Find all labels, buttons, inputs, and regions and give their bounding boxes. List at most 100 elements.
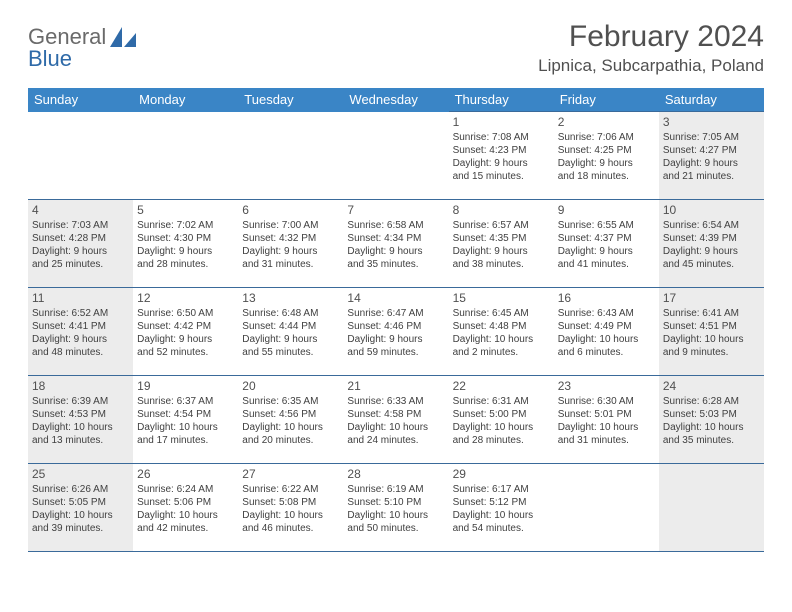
day-detail: Sunrise: 7:08 AMSunset: 4:23 PMDaylight:…: [453, 131, 550, 183]
day-detail: Sunrise: 6:19 AMSunset: 5:10 PMDaylight:…: [347, 483, 444, 535]
weekday-header: Tuesday: [238, 88, 343, 112]
calendar-day-cell: 25 Sunrise: 6:26 AMSunset: 5:05 PMDayligh…: [28, 464, 133, 552]
calendar-day-cell: 3Sunrise: 7:05 AMSunset: 4:27 PMDaylight…: [659, 112, 764, 200]
day-number: 22: [453, 379, 550, 393]
calendar-day-cell: [659, 464, 764, 552]
calendar-day-cell: [554, 464, 659, 552]
day-number: 26: [137, 467, 234, 481]
day-detail: Sunrise: 6:47 AMSunset: 4:46 PMDaylight:…: [347, 307, 444, 359]
day-detail: Sunrise: 6:54 AMSunset: 4:39 PMDaylight:…: [663, 219, 760, 271]
weekday-header: Wednesday: [343, 88, 448, 112]
day-number: 19: [137, 379, 234, 393]
day-detail: Sunrise: 6:48 AMSunset: 4:44 PMDaylight:…: [242, 307, 339, 359]
day-number: 13: [242, 291, 339, 305]
day-detail: Sunrise: 6:41 AMSunset: 4:51 PMDaylight:…: [663, 307, 760, 359]
day-number: 3: [663, 115, 760, 129]
day-detail: Sunrise: 6:30 AMSunset: 5:01 PMDaylight:…: [558, 395, 655, 447]
day-detail: Sunrise: 6:37 AMSunset: 4:54 PMDaylight:…: [137, 395, 234, 447]
day-detail: Sunrise: 7:00 AMSunset: 4:32 PMDaylight:…: [242, 219, 339, 271]
day-number: 10: [663, 203, 760, 217]
title-block: February 2024 Lipnica, Subcarpathia, Pol…: [538, 20, 764, 76]
calendar-day-cell: 24Sunrise: 6:28 AMSunset: 5:03 PMDayligh…: [659, 376, 764, 464]
day-number: 9: [558, 203, 655, 217]
calendar-day-cell: 12 Sunrise: 6:50 AMSunset: 4:42 PMDayligh…: [133, 288, 238, 376]
day-number: 29: [453, 467, 550, 481]
calendar-day-cell: 27 Sunrise: 6:22 AMSunset: 5:08 PMDayligh…: [238, 464, 343, 552]
calendar-day-cell: 1Sunrise: 7:08 AMSunset: 4:23 PMDaylight…: [449, 112, 554, 200]
calendar-week-row: 1Sunrise: 7:08 AMSunset: 4:23 PMDaylight…: [28, 112, 764, 200]
calendar-day-cell: 19 Sunrise: 6:37 AMSunset: 4:54 PMDayligh…: [133, 376, 238, 464]
day-number: 12: [137, 291, 234, 305]
calendar-day-cell: 9 Sunrise: 6:55 AMSunset: 4:37 PMDaylight…: [554, 200, 659, 288]
calendar-day-cell: [238, 112, 343, 200]
day-detail: Sunrise: 6:22 AMSunset: 5:08 PMDaylight:…: [242, 483, 339, 535]
calendar-table: SundayMondayTuesdayWednesdayThursdayFrid…: [28, 88, 764, 552]
location: Lipnica, Subcarpathia, Poland: [538, 56, 764, 76]
header: General February 2024 Lipnica, Subcarpat…: [28, 20, 764, 76]
calendar-day-cell: 29 Sunrise: 6:17 AMSunset: 5:12 PMDayligh…: [449, 464, 554, 552]
calendar-day-cell: [28, 112, 133, 200]
day-detail: Sunrise: 6:58 AMSunset: 4:34 PMDaylight:…: [347, 219, 444, 271]
calendar-day-cell: 10 Sunrise: 6:54 AMSunset: 4:39 PMDayligh…: [659, 200, 764, 288]
day-number: 20: [242, 379, 339, 393]
day-detail: Sunrise: 6:33 AMSunset: 4:58 PMDaylight:…: [347, 395, 444, 447]
day-number: 21: [347, 379, 444, 393]
weekday-header: Sunday: [28, 88, 133, 112]
day-number: 11: [32, 291, 129, 305]
weekday-header: Saturday: [659, 88, 764, 112]
calendar-day-cell: 23 Sunrise: 6:30 AMSunset: 5:01 PMDayligh…: [554, 376, 659, 464]
day-number: 27: [242, 467, 339, 481]
calendar-day-cell: 15 Sunrise: 6:45 AMSunset: 4:48 PMDayligh…: [449, 288, 554, 376]
day-detail: Sunrise: 6:50 AMSunset: 4:42 PMDaylight:…: [137, 307, 234, 359]
day-detail: Sunrise: 6:39 AMSunset: 4:53 PMDaylight:…: [32, 395, 129, 447]
weekday-header: Thursday: [449, 88, 554, 112]
day-number: 16: [558, 291, 655, 305]
logo-text-blue: Blue: [28, 46, 72, 72]
calendar-week-row: 18 Sunrise: 6:39 AMSunset: 4:53 PMDayligh…: [28, 376, 764, 464]
calendar-day-cell: 11 Sunrise: 6:52 AMSunset: 4:41 PMDayligh…: [28, 288, 133, 376]
day-detail: Sunrise: 6:26 AMSunset: 5:05 PMDaylight:…: [32, 483, 129, 535]
day-number: 8: [453, 203, 550, 217]
calendar-page: General February 2024 Lipnica, Subcarpat…: [0, 0, 792, 572]
day-detail: Sunrise: 6:55 AMSunset: 4:37 PMDaylight:…: [558, 219, 655, 271]
calendar-day-cell: [133, 112, 238, 200]
calendar-day-cell: 4 Sunrise: 7:03 AMSunset: 4:28 PMDaylight…: [28, 200, 133, 288]
day-detail: Sunrise: 6:57 AMSunset: 4:35 PMDaylight:…: [453, 219, 550, 271]
calendar-day-cell: 21 Sunrise: 6:33 AMSunset: 4:58 PMDayligh…: [343, 376, 448, 464]
day-detail: Sunrise: 7:06 AMSunset: 4:25 PMDaylight:…: [558, 131, 655, 183]
calendar-week-row: 11 Sunrise: 6:52 AMSunset: 4:41 PMDayligh…: [28, 288, 764, 376]
day-detail: Sunrise: 7:03 AMSunset: 4:28 PMDaylight:…: [32, 219, 129, 271]
day-detail: Sunrise: 6:45 AMSunset: 4:48 PMDaylight:…: [453, 307, 550, 359]
day-number: 17: [663, 291, 760, 305]
calendar-body: 1Sunrise: 7:08 AMSunset: 4:23 PMDaylight…: [28, 112, 764, 552]
weekday-header: Friday: [554, 88, 659, 112]
month-title: February 2024: [538, 20, 764, 54]
day-number: 18: [32, 379, 129, 393]
day-number: 25: [32, 467, 129, 481]
day-number: 14: [347, 291, 444, 305]
day-detail: Sunrise: 6:31 AMSunset: 5:00 PMDaylight:…: [453, 395, 550, 447]
day-number: 2: [558, 115, 655, 129]
calendar-day-cell: [343, 112, 448, 200]
day-detail: Sunrise: 6:17 AMSunset: 5:12 PMDaylight:…: [453, 483, 550, 535]
calendar-header-row: SundayMondayTuesdayWednesdayThursdayFrid…: [28, 88, 764, 112]
day-number: 15: [453, 291, 550, 305]
calendar-day-cell: 6Sunrise: 7:00 AMSunset: 4:32 PMDaylight…: [238, 200, 343, 288]
calendar-day-cell: 2 Sunrise: 7:06 AMSunset: 4:25 PMDaylight…: [554, 112, 659, 200]
calendar-week-row: 25 Sunrise: 6:26 AMSunset: 5:05 PMDayligh…: [28, 464, 764, 552]
calendar-day-cell: 26 Sunrise: 6:24 AMSunset: 5:06 PMDayligh…: [133, 464, 238, 552]
calendar-day-cell: 13 Sunrise: 6:48 AMSunset: 4:44 PMDayligh…: [238, 288, 343, 376]
calendar-day-cell: 22 Sunrise: 6:31 AMSunset: 5:00 PMDayligh…: [449, 376, 554, 464]
day-detail: Sunrise: 6:24 AMSunset: 5:06 PMDaylight:…: [137, 483, 234, 535]
day-number: 5: [137, 203, 234, 217]
day-detail: Sunrise: 6:52 AMSunset: 4:41 PMDaylight:…: [32, 307, 129, 359]
calendar-day-cell: 20 Sunrise: 6:35 AMSunset: 4:56 PMDayligh…: [238, 376, 343, 464]
day-detail: Sunrise: 7:02 AMSunset: 4:30 PMDaylight:…: [137, 219, 234, 271]
day-number: 23: [558, 379, 655, 393]
day-detail: Sunrise: 6:28 AMSunset: 5:03 PMDaylight:…: [663, 395, 760, 447]
day-detail: Sunrise: 6:35 AMSunset: 4:56 PMDaylight:…: [242, 395, 339, 447]
day-number: 28: [347, 467, 444, 481]
weekday-header: Monday: [133, 88, 238, 112]
day-number: 4: [32, 203, 129, 217]
calendar-day-cell: 14 Sunrise: 6:47 AMSunset: 4:46 PMDayligh…: [343, 288, 448, 376]
